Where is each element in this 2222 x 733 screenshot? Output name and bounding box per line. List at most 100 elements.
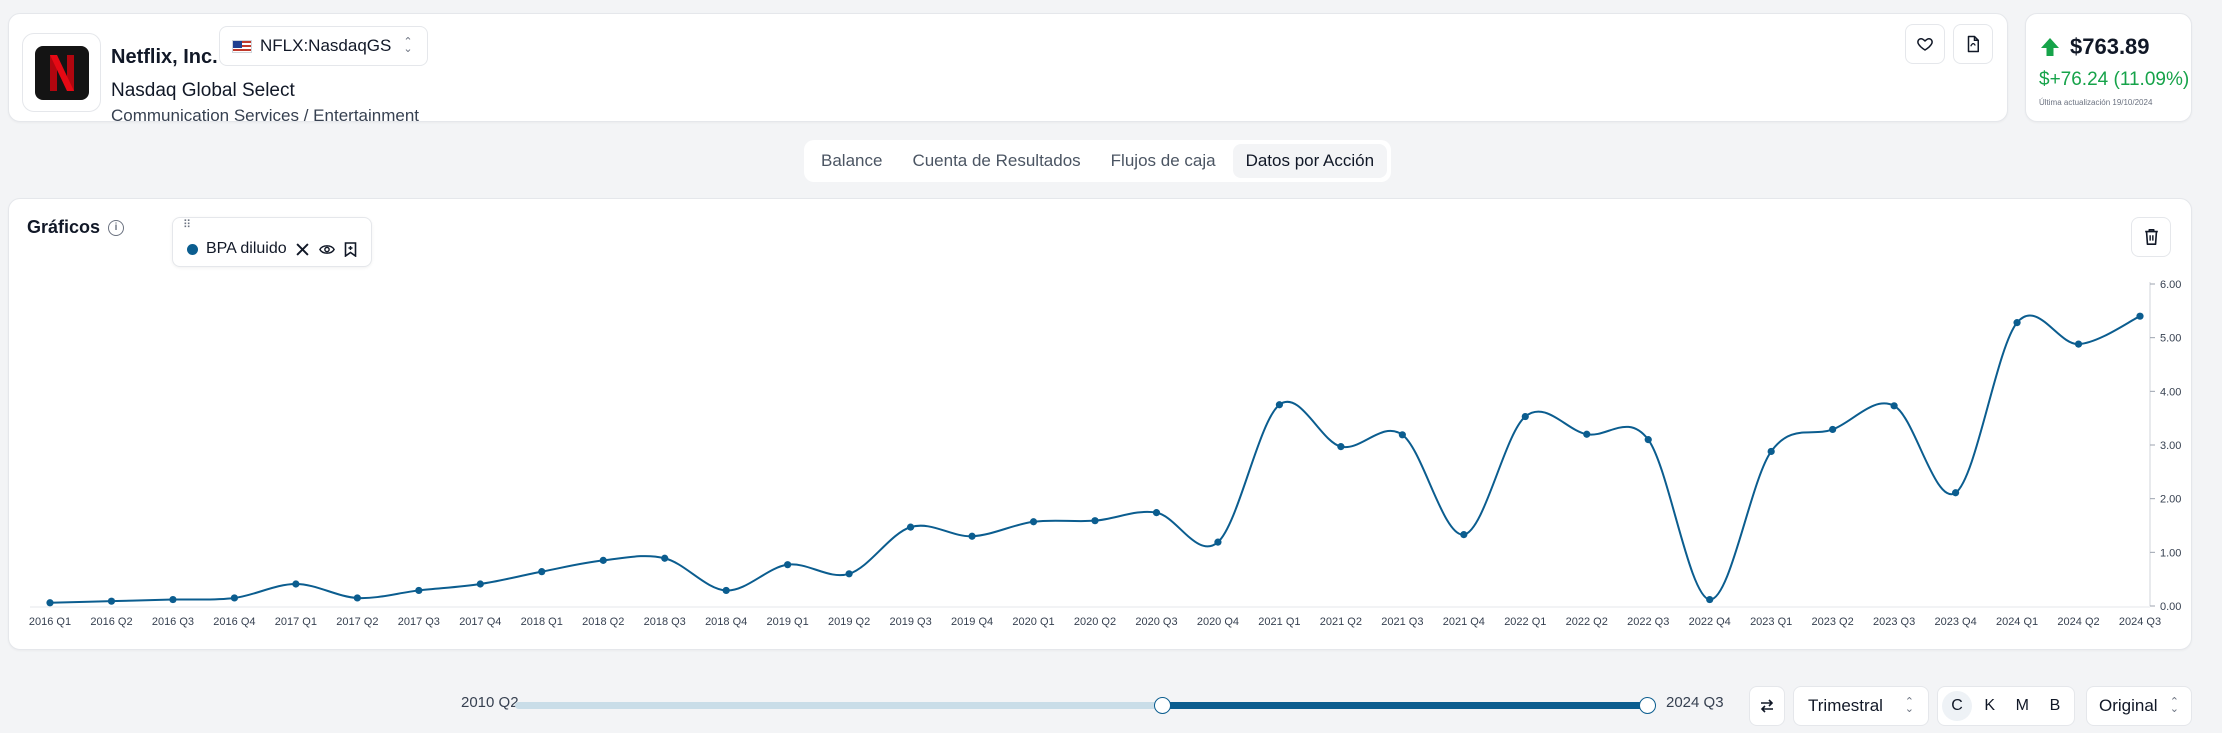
drag-handle-icon[interactable]: ⠿	[183, 219, 191, 231]
data-point[interactable]	[1644, 436, 1652, 444]
x-tick-label: 2022 Q2	[1566, 616, 1608, 628]
series-line	[49, 314, 2141, 604]
tab-per-share-data[interactable]: Datos por Acción	[1232, 144, 1388, 178]
data-point[interactable]	[169, 595, 177, 604]
data-point[interactable]	[1214, 538, 1222, 546]
x-tick-label: 2019 Q1	[767, 616, 809, 628]
series-legend-chip: ⠿ BPA diluido	[172, 217, 372, 267]
price-value: $763.89	[2070, 34, 2150, 59]
data-point[interactable]	[968, 532, 976, 540]
close-icon[interactable]	[295, 241, 311, 257]
x-tick-label: 2021 Q1	[1258, 616, 1300, 628]
data-point[interactable]	[599, 556, 607, 564]
data-point[interactable]	[353, 594, 361, 602]
data-point[interactable]	[1398, 431, 1406, 439]
x-tick-label: 2018 Q1	[521, 616, 563, 628]
data-point[interactable]	[845, 570, 853, 578]
swap-order-button[interactable]	[1749, 686, 1785, 726]
legend-label: BPA diluido	[206, 240, 287, 257]
data-point[interactable]	[292, 580, 300, 588]
x-tick-label: 2024 Q2	[2057, 616, 2099, 628]
range-selection	[1161, 702, 1648, 709]
y-tick-label: 3.00	[2160, 440, 2181, 452]
chevron-updown-icon: ⌃ ⌄	[1904, 696, 1914, 715]
data-point[interactable]	[107, 597, 116, 605]
unit-selector: C K M B	[1937, 686, 2075, 726]
unit-k-button[interactable]: K	[1984, 697, 1995, 714]
y-tick-label: 5.00	[2160, 333, 2181, 345]
data-point[interactable]	[722, 586, 730, 595]
x-tick-label: 2019 Q3	[889, 616, 931, 628]
data-point[interactable]	[476, 580, 484, 588]
x-tick-label: 2017 Q2	[336, 616, 378, 628]
frequency-select[interactable]: Trimestral ⌃ ⌄	[1793, 686, 1929, 726]
range-start-handle[interactable]	[1153, 697, 1171, 714]
y-tick-label: 2.00	[2160, 494, 2181, 506]
tab-balance[interactable]: Balance	[821, 151, 883, 170]
data-point[interactable]	[1337, 443, 1345, 451]
scale-select[interactable]: Original ⌃ ⌄	[2086, 686, 2192, 726]
x-tick-label: 2023 Q1	[1750, 616, 1792, 628]
ticker-select[interactable]: NFLX:NasdaqGS ⌃ ⌄	[219, 26, 428, 66]
data-point[interactable]	[1091, 517, 1099, 525]
data-point[interactable]	[538, 568, 546, 576]
data-point[interactable]	[1583, 430, 1591, 438]
data-point[interactable]	[1152, 509, 1161, 517]
x-tick-label: 2021 Q2	[1320, 616, 1362, 628]
file-document-icon	[1967, 35, 1979, 53]
unit-m-button[interactable]: M	[2015, 697, 2029, 714]
charts-title: Gráficos i	[27, 217, 125, 238]
x-tick-label: 2021 Q4	[1443, 616, 1485, 628]
data-point[interactable]	[2013, 319, 2021, 327]
unit-b-button[interactable]: B	[2049, 697, 2061, 714]
charts-title-label: Gráficos	[27, 217, 101, 237]
data-point[interactable]	[1521, 412, 1529, 421]
x-tick-label: 2023 Q2	[1812, 616, 1854, 628]
data-point[interactable]	[46, 599, 54, 607]
data-point[interactable]	[415, 586, 423, 595]
data-point[interactable]	[1767, 447, 1775, 456]
data-point[interactable]	[2136, 312, 2144, 320]
x-tick-label: 2016 Q3	[152, 616, 194, 628]
data-point[interactable]	[1951, 489, 1960, 497]
company-name: Netflix, Inc.	[111, 46, 218, 68]
x-tick-label: 2023 Q3	[1873, 616, 1915, 628]
line-chart: 0.00 1.00 2.00 3.00 4.00 5.00 6.00 2016 Q1 2016 …	[29, 279, 2182, 628]
company-header: Netflix, Inc. NFLX:NasdaqGS ⌃ ⌄ Nasdaq Gl…	[8, 13, 2008, 125]
data-point[interactable]	[906, 523, 915, 531]
data-point[interactable]	[1890, 402, 1898, 410]
x-tick-label: 2020 Q4	[1197, 616, 1239, 628]
data-point[interactable]	[1029, 518, 1038, 526]
unit-c-button[interactable]: C	[1942, 691, 1972, 721]
data-point[interactable]	[1275, 401, 1284, 409]
data-point[interactable]	[661, 554, 669, 562]
favorite-button[interactable]	[1905, 24, 1945, 64]
data-point[interactable]	[1706, 595, 1714, 604]
tab-cash-flow[interactable]: Flujos de caja	[1110, 151, 1216, 170]
data-point[interactable]	[2074, 340, 2083, 348]
eye-icon[interactable]	[318, 241, 335, 257]
y-tick-label: 1.00	[2160, 547, 2181, 559]
data-point[interactable]	[784, 561, 792, 569]
x-tick-label: 2021 Q3	[1381, 616, 1423, 628]
x-tick-label: 2022 Q3	[1627, 616, 1669, 628]
data-point[interactable]	[1460, 531, 1468, 539]
series-color-dot	[187, 243, 198, 255]
scale-value: Original	[2099, 696, 2158, 715]
range-track[interactable]	[515, 697, 1657, 714]
export-pdf-button[interactable]	[1953, 24, 1993, 64]
x-tick-label: 2017 Q1	[275, 616, 317, 628]
data-point[interactable]	[230, 594, 239, 602]
price-panel: $763.89 $+76.24 (11.09%) Última actualiz…	[2025, 13, 2192, 122]
x-tick-label: 2017 Q3	[398, 616, 440, 628]
x-tick-label: 2019 Q4	[951, 616, 993, 628]
x-tick-label: 2016 Q4	[213, 616, 255, 628]
bookmark-icon[interactable]	[343, 241, 359, 257]
delete-chart-button[interactable]	[2131, 217, 2171, 257]
range-end-handle[interactable]	[1639, 697, 1657, 714]
tab-income-statement[interactable]: Cuenta de Resultados	[912, 151, 1081, 170]
data-point[interactable]	[1829, 425, 1837, 434]
statement-tabs: Balance Cuenta de Resultados Flujos de c…	[804, 140, 1392, 182]
heart-icon	[1917, 38, 1933, 51]
info-icon[interactable]: i	[108, 219, 125, 236]
